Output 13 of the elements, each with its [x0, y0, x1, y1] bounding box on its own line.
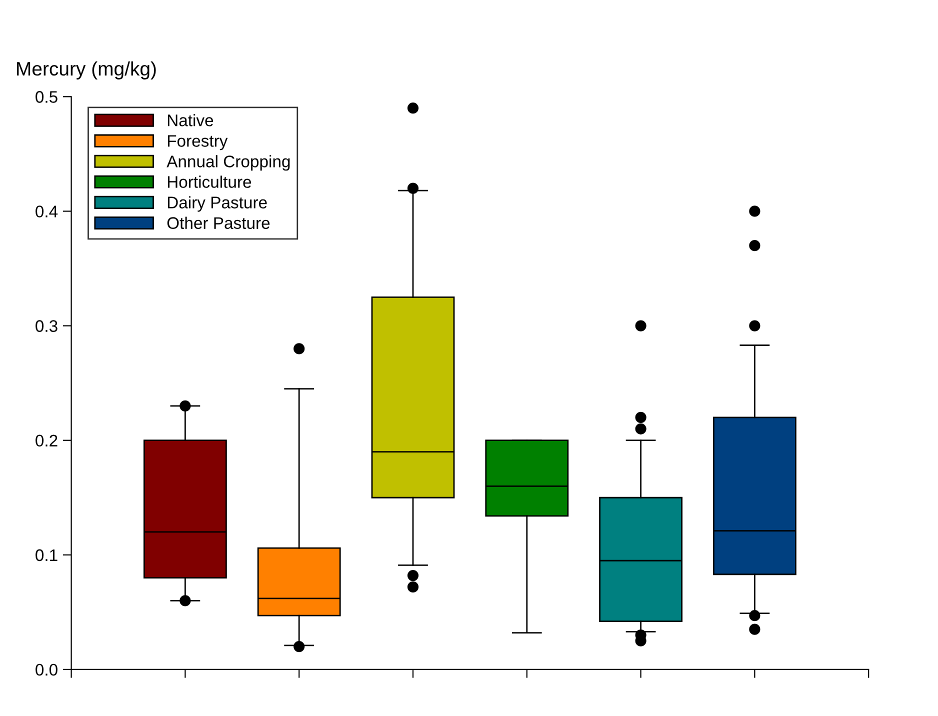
y-axis-title: Mercury (mg/kg)	[17, 61, 156, 80]
legend-label: Other Pasture	[167, 216, 270, 229]
legend-label: Annual Cropping	[166, 155, 290, 171]
y-tick-label: 0.0	[36, 664, 58, 676]
legend-label: Native	[168, 114, 214, 126]
y-tick-label: 0.1	[36, 549, 58, 562]
y-tick-label: 0.5	[36, 91, 58, 103]
legend-label: Dairy Pasture	[168, 196, 267, 212]
y-tick-label: 0.2	[36, 434, 58, 447]
y-tick-label: 0.3	[36, 320, 58, 332]
legend-label: Forestry	[168, 135, 228, 150]
legend-label: Horticulture	[168, 176, 252, 188]
y-tick-label: 0.4	[36, 206, 58, 218]
